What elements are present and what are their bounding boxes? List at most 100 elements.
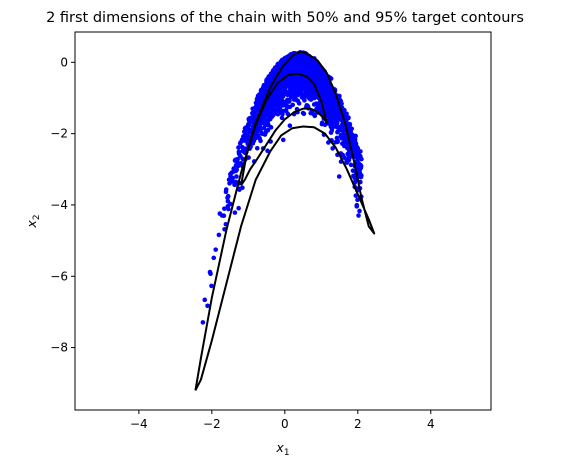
scatter-point [275, 104, 281, 109]
scatter-point [260, 131, 265, 137]
scatter-point [345, 156, 351, 161]
scatter-point [286, 67, 291, 73]
scatter-point [259, 87, 265, 92]
scatter-point [309, 72, 315, 78]
scatter-point [357, 208, 362, 214]
scatter-point [246, 128, 252, 133]
scatter-point [287, 77, 293, 83]
scatter-point [350, 168, 356, 173]
scatter-point [281, 91, 286, 97]
y-axis-label-base: x [24, 220, 39, 229]
scatter-point [336, 174, 342, 179]
scatter-point [240, 185, 245, 191]
scatter-point [232, 182, 237, 187]
scatter-point [268, 101, 274, 106]
scatter-point [329, 127, 335, 133]
scatter-point [332, 119, 338, 125]
y-tick-label: −6 [50, 269, 68, 283]
scatter-point [308, 86, 313, 91]
scatter-point [274, 65, 280, 71]
scatter-point [354, 202, 360, 208]
scatter-point [280, 137, 286, 143]
scatter-point [236, 205, 241, 211]
scatter-point [295, 60, 301, 65]
scatter-point [264, 83, 270, 89]
scatter-point [334, 108, 340, 114]
scatter-point [351, 173, 356, 179]
scatter-point [323, 80, 328, 86]
scatter-point [241, 149, 247, 155]
scatter-point [267, 113, 272, 118]
scatter-point [209, 283, 214, 289]
scatter-point [200, 320, 206, 325]
scatter-point [338, 132, 344, 138]
scatter-point [223, 189, 229, 195]
scatter-point [300, 110, 306, 116]
scatter-point [304, 60, 309, 66]
scatter-point [319, 82, 325, 88]
scatter-point [345, 121, 351, 127]
scatter-point [225, 198, 231, 204]
scatter-point [263, 118, 269, 123]
scatter-point [211, 255, 217, 261]
scatter-point [271, 110, 277, 115]
scatter-point [263, 107, 268, 113]
scatter-point [254, 145, 260, 151]
scatter-point [323, 84, 328, 90]
y-tick-label: −4 [50, 198, 68, 212]
scatter-point [205, 303, 210, 309]
scatter-point [236, 145, 241, 150]
scatter-point [303, 65, 308, 71]
scatter-point [301, 77, 307, 82]
scatter-point [329, 105, 335, 110]
scatter-point [297, 87, 303, 92]
scatter-point [284, 81, 290, 86]
scatter-point [339, 136, 344, 141]
scatter-point [342, 155, 347, 160]
scatter-point [355, 166, 361, 172]
scatter-point [241, 134, 246, 139]
scatter-point [348, 129, 353, 134]
scatter-point [258, 138, 263, 144]
scatter-point [342, 143, 347, 149]
scatter-point [323, 107, 329, 112]
scatter-point [321, 96, 327, 101]
scatter-point [268, 74, 274, 79]
scatter-point [356, 213, 361, 218]
scatter-point [240, 144, 245, 150]
scatter-point [233, 168, 239, 173]
scatter-point [312, 113, 318, 119]
scatter-point [290, 95, 296, 100]
scatter-series [200, 50, 364, 325]
contour-lines [194, 50, 376, 391]
scatter-point [303, 71, 309, 76]
scatter-point [348, 162, 354, 168]
scatter-point [295, 55, 301, 60]
scatter-point [325, 111, 331, 116]
scatter-point [254, 96, 260, 102]
scatter-point [287, 123, 293, 128]
scatter-point [325, 92, 330, 97]
x-axis-label: x1 [275, 440, 289, 458]
x-tick-label: −2 [203, 417, 221, 431]
scatter-point [321, 91, 326, 97]
scatter-point [346, 152, 352, 157]
y-tick-label: 0 [60, 55, 68, 69]
scatter-point [358, 174, 364, 180]
scatter-point [232, 210, 238, 215]
x-axis-ticks: −4 −2 0 2 4 [130, 410, 435, 431]
scatter-point [222, 206, 227, 211]
y-tick-label: −8 [50, 341, 68, 355]
scatter-point [208, 271, 213, 277]
scatter-point [304, 79, 310, 85]
scatter-point [313, 70, 319, 75]
scatter-point [291, 75, 297, 81]
scatter-point [311, 102, 317, 107]
scatter-point [251, 110, 257, 115]
scatter-point [352, 137, 358, 142]
scatter-point [248, 119, 253, 125]
scatter-point [322, 102, 328, 107]
scatter-point [264, 104, 270, 110]
scatter-point [310, 63, 316, 69]
